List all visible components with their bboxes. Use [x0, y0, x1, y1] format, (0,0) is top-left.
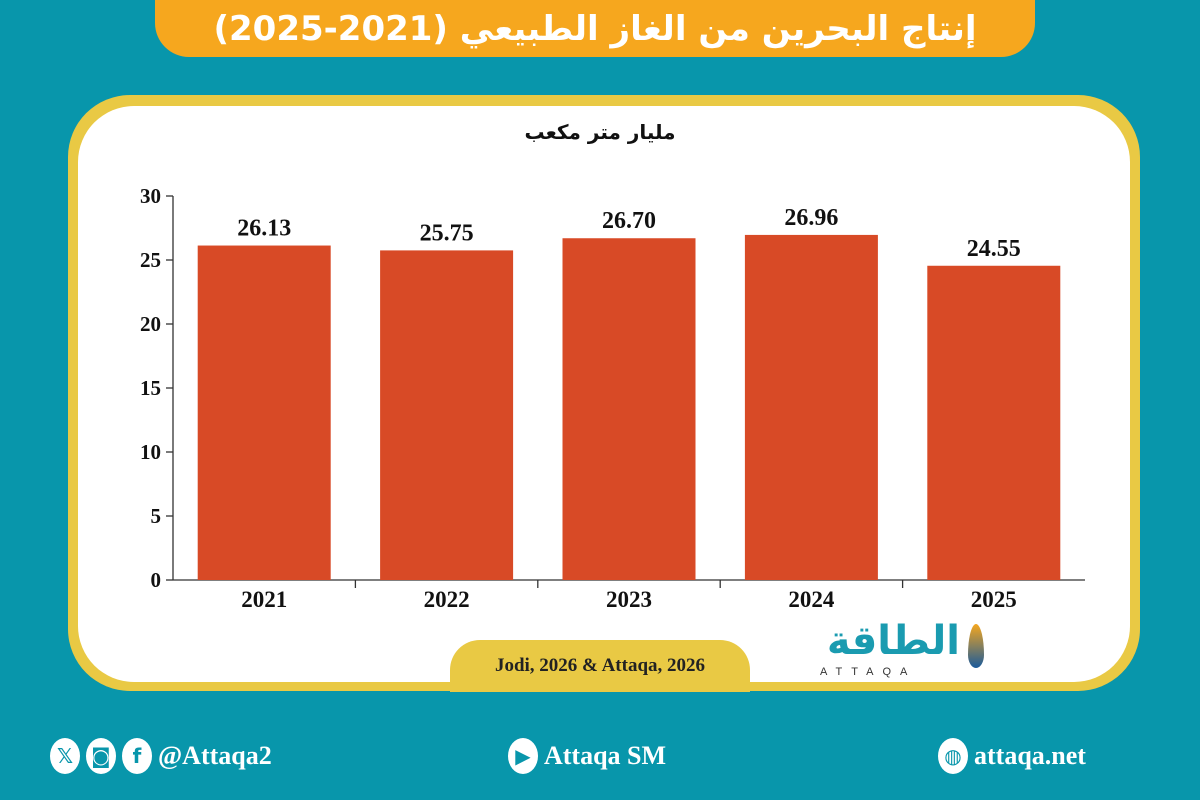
x-tick-label: 2023	[606, 587, 652, 612]
youtube-icon[interactable]: ▶	[508, 738, 538, 774]
instagram-icon[interactable]: ◙	[86, 738, 116, 774]
bar-2021	[197, 245, 331, 580]
y-tick-label: 10	[140, 440, 161, 464]
source-tab: Jodi, 2026 & Attaqa, 2026	[450, 640, 750, 692]
y-tick-label: 25	[140, 248, 161, 272]
y-tick-label: 30	[140, 184, 161, 208]
youtube-channel[interactable]: Attaqa SM	[544, 741, 667, 770]
x-tick-label: 2021	[241, 587, 287, 612]
website-footer: ◍ attaqa.net	[938, 738, 1086, 774]
facebook-icon[interactable]: f	[122, 738, 152, 774]
logo-arabic: الطاقة	[826, 618, 960, 664]
youtube-footer: ▶ Attaqa SM	[508, 738, 666, 774]
y-tick-label: 15	[140, 376, 161, 400]
chart-title: إنتاج البحرين من الغاز الطبيعي (2021-202…	[213, 8, 977, 49]
social-handle[interactable]: @Attaqa2	[158, 741, 272, 770]
x-tick-label: 2022	[424, 587, 470, 612]
data-label: 24.55	[967, 236, 1021, 262]
y-tick-label: 20	[140, 312, 161, 336]
bar-2023	[562, 238, 696, 581]
bar-2024	[744, 234, 878, 581]
title-banner: إنتاج البحرين من الغاز الطبيعي (2021-202…	[155, 0, 1035, 57]
bar-2025	[927, 265, 1061, 580]
website-link[interactable]: attaqa.net	[974, 741, 1086, 770]
attaqa-logo: الطاقة ATTAQA	[810, 618, 990, 680]
y-tick-label: 5	[151, 504, 162, 528]
x-tick-label: 2025	[971, 587, 1017, 612]
globe-icon[interactable]: ◍	[938, 738, 968, 774]
logo-english: ATTAQA	[820, 666, 917, 678]
y-tick-label: 0	[151, 568, 162, 592]
y-axis-label: مليار متر مكعب	[524, 120, 676, 144]
data-label: 26.70	[602, 208, 656, 234]
x-tick-label: 2024	[788, 587, 835, 612]
bar-2022	[380, 250, 514, 580]
source-text: Jodi, 2026 & Attaqa, 2026	[494, 655, 706, 676]
data-label: 25.75	[420, 220, 474, 246]
x-icon[interactable]: 𝕏	[50, 738, 80, 774]
social-footer: 𝕏 ◙ f @Attaqa2	[50, 738, 272, 774]
data-label: 26.96	[784, 205, 838, 231]
drop-icon	[968, 624, 984, 668]
data-label: 26.13	[237, 216, 291, 242]
